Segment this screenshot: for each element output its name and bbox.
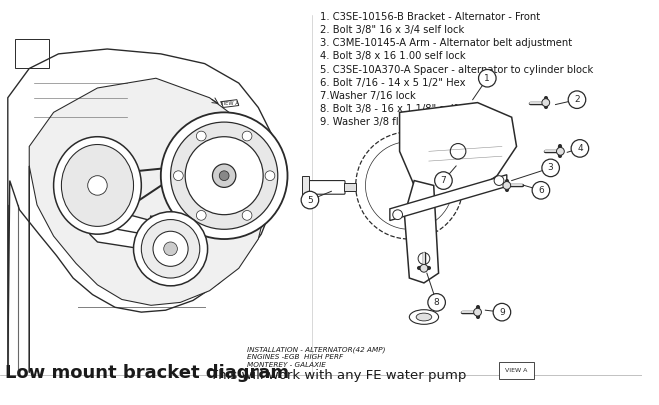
- Polygon shape: [8, 49, 277, 373]
- FancyBboxPatch shape: [308, 181, 345, 194]
- Circle shape: [301, 191, 319, 209]
- Text: 8: 8: [434, 298, 440, 307]
- Polygon shape: [405, 181, 439, 283]
- Text: 3: 3: [548, 163, 554, 173]
- Circle shape: [185, 137, 263, 215]
- Circle shape: [532, 181, 550, 199]
- Text: 7.Washer 7/16 lock: 7.Washer 7/16 lock: [320, 91, 415, 101]
- Circle shape: [173, 171, 183, 181]
- Polygon shape: [90, 226, 183, 249]
- Text: 4. Bolt 3/8 x 16 1.00 self lock: 4. Bolt 3/8 x 16 1.00 self lock: [320, 51, 465, 62]
- Circle shape: [356, 132, 463, 239]
- Circle shape: [153, 231, 188, 266]
- Text: INSTALLATION - ALTERNATOR(42 AMP): INSTALLATION - ALTERNATOR(42 AMP): [246, 346, 385, 353]
- Circle shape: [418, 253, 430, 264]
- Text: 1: 1: [484, 74, 490, 83]
- FancyBboxPatch shape: [344, 183, 356, 191]
- Polygon shape: [390, 175, 507, 221]
- Circle shape: [494, 176, 504, 185]
- Ellipse shape: [61, 145, 134, 226]
- Text: Low mount bracket diagram: Low mount bracket diagram: [5, 364, 289, 382]
- Circle shape: [163, 242, 177, 256]
- Circle shape: [196, 211, 206, 220]
- Circle shape: [243, 211, 252, 220]
- Circle shape: [478, 70, 496, 87]
- Circle shape: [161, 112, 287, 239]
- Text: 9. Washer 3/8 flat: 9. Washer 3/8 flat: [320, 117, 409, 127]
- Text: VIEW A: VIEW A: [505, 368, 528, 373]
- Circle shape: [134, 212, 208, 286]
- Text: VIEW A: VIEW A: [219, 101, 239, 106]
- Circle shape: [171, 122, 277, 229]
- Text: This will work with any FE water pump: This will work with any FE water pump: [210, 369, 466, 382]
- Circle shape: [88, 176, 107, 195]
- Circle shape: [503, 181, 511, 190]
- Circle shape: [493, 303, 511, 321]
- Polygon shape: [221, 100, 239, 107]
- Text: 3. C3ME-10145-A Arm - Alternator belt adjustment: 3. C3ME-10145-A Arm - Alternator belt ad…: [320, 38, 572, 48]
- Text: MONTEREY - GALAXIE: MONTEREY - GALAXIE: [246, 362, 326, 368]
- Circle shape: [542, 99, 550, 107]
- Circle shape: [393, 210, 403, 220]
- Polygon shape: [399, 102, 517, 200]
- Text: 2: 2: [574, 95, 580, 104]
- Text: 6. Bolt 7/16 - 14 x 5 1/2" Hex: 6. Bolt 7/16 - 14 x 5 1/2" Hex: [320, 78, 465, 88]
- Circle shape: [212, 164, 236, 188]
- Circle shape: [243, 131, 252, 141]
- Circle shape: [474, 308, 482, 316]
- Circle shape: [420, 264, 428, 272]
- Circle shape: [219, 171, 229, 181]
- Circle shape: [542, 159, 559, 177]
- Text: 4: 4: [577, 144, 583, 153]
- Text: 5: 5: [307, 196, 313, 205]
- Text: 1. C3SE-10156-B Bracket - Alternator - Front: 1. C3SE-10156-B Bracket - Alternator - F…: [320, 12, 540, 22]
- Text: 9: 9: [499, 308, 505, 317]
- Polygon shape: [302, 176, 309, 199]
- Text: 2. Bolt 3/8" 16 x 3/4 self lock: 2. Bolt 3/8" 16 x 3/4 self lock: [320, 25, 464, 35]
- Text: 6: 6: [538, 186, 544, 195]
- Circle shape: [196, 131, 206, 141]
- Text: ENGINES -EGB  HIGH PERF: ENGINES -EGB HIGH PERF: [246, 354, 343, 360]
- Text: 5. C3SE-10A370-A Spacer - alternator to cylinder block: 5. C3SE-10A370-A Spacer - alternator to …: [320, 64, 593, 75]
- Circle shape: [556, 147, 564, 155]
- Circle shape: [450, 143, 466, 159]
- Polygon shape: [115, 215, 187, 252]
- Ellipse shape: [53, 137, 141, 234]
- Circle shape: [435, 172, 452, 190]
- Text: 7: 7: [441, 176, 446, 185]
- Text: 8. Bolt 3/8 - 16 x 1 1/8" self lock: 8. Bolt 3/8 - 16 x 1 1/8" self lock: [320, 104, 480, 114]
- Circle shape: [571, 140, 588, 157]
- Ellipse shape: [416, 313, 432, 321]
- Polygon shape: [29, 78, 268, 373]
- Circle shape: [568, 91, 586, 109]
- Circle shape: [428, 294, 445, 311]
- Ellipse shape: [409, 310, 439, 324]
- Circle shape: [141, 220, 200, 278]
- Circle shape: [265, 171, 275, 181]
